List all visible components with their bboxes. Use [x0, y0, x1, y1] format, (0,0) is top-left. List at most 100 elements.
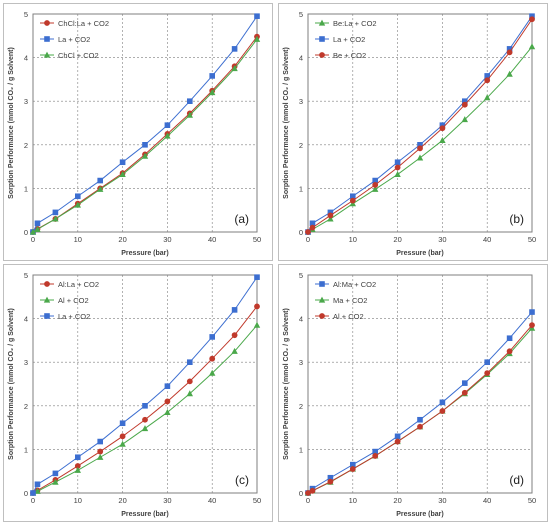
- x-tick-label: 10: [74, 496, 82, 505]
- data-point: [417, 416, 423, 423]
- x-tick-label: 50: [528, 235, 536, 244]
- data-point: [209, 369, 216, 376]
- data-point: [462, 380, 468, 386]
- data-point: [209, 73, 215, 79]
- data-point: [417, 145, 423, 152]
- panel-frame: [278, 3, 548, 261]
- legend-item-al-ma-co2: Al:Ma + CO2: [315, 280, 376, 289]
- legend-marker: [44, 20, 50, 26]
- plot-area-border: [307, 13, 533, 233]
- data-point: [327, 474, 334, 481]
- data-point: [209, 355, 216, 362]
- y-tick-label: 0: [299, 489, 303, 498]
- data-point: [119, 420, 126, 427]
- data-point: [528, 43, 536, 50]
- panel-label: (d): [509, 473, 524, 487]
- data-point: [350, 193, 356, 200]
- legend-marker: [44, 281, 50, 287]
- y-tick-label: 2: [299, 141, 303, 150]
- series-line: [32, 306, 258, 494]
- data-point: [254, 13, 260, 19]
- data-point: [461, 101, 468, 108]
- data-point: [254, 274, 260, 280]
- data-point: [309, 220, 316, 227]
- legend-label: ChCl:La + CO2: [58, 19, 109, 28]
- series-line: [307, 15, 533, 233]
- x-tick-label: 0: [306, 496, 310, 505]
- x-tick-label: 50: [253, 496, 261, 505]
- chart-svg: 0 10 20 30 40 50 0 1 2 3 4 5 Pressure (bar) Sorption …: [278, 3, 548, 261]
- data-point: [327, 215, 334, 222]
- y-tick-label: 1: [299, 184, 303, 193]
- data-point: [34, 481, 41, 488]
- data-point: [417, 142, 423, 148]
- data-point: [309, 224, 316, 231]
- data-point: [52, 215, 59, 222]
- x-tick-label: 0: [306, 235, 310, 244]
- x-tick-label: 40: [483, 235, 491, 244]
- legend-item-la-co2: La + CO2: [40, 35, 90, 44]
- legend-item-chcl-co2: ChCl + CO2: [40, 51, 99, 60]
- series-la-co2: [30, 274, 260, 496]
- data-point: [141, 425, 149, 432]
- chart-panel-b: 0 10 20 30 40 50 0 1 2 3 4 5 Pressure (bar) Sorption …: [278, 3, 548, 261]
- data-point: [119, 159, 126, 166]
- legend-label: Ma + CO2: [333, 296, 367, 305]
- x-axis-label: Pressure (bar): [121, 250, 168, 257]
- x-tick-label: 40: [208, 235, 216, 244]
- data-point: [372, 185, 379, 192]
- x-tick-label: 10: [74, 235, 82, 244]
- legend-item-al-co2: Al + CO2: [315, 312, 364, 321]
- data-point: [34, 225, 41, 232]
- legend-item-la-co2: La + CO2: [315, 35, 365, 44]
- data-point: [186, 378, 193, 385]
- data-point: [439, 125, 446, 132]
- y-tick-label: 1: [24, 184, 28, 193]
- legend-label: La + CO2: [333, 35, 365, 44]
- y-tick-label: 3: [24, 97, 28, 106]
- panel-label: (c): [235, 473, 249, 487]
- data-point: [74, 466, 81, 473]
- series-line: [307, 46, 533, 233]
- data-point: [439, 137, 446, 144]
- x-tick-label: 40: [208, 496, 216, 505]
- data-point: [141, 152, 149, 159]
- data-point: [439, 399, 446, 406]
- data-point: [349, 197, 356, 204]
- data-point: [506, 49, 513, 56]
- x-tick-label: 20: [118, 496, 126, 505]
- data-point: [187, 98, 193, 104]
- panel-frame: [278, 264, 548, 522]
- data-point: [461, 116, 468, 123]
- legend-marker: [318, 296, 326, 303]
- data-point: [417, 423, 423, 430]
- legend-marker: [318, 19, 326, 26]
- data-point: [372, 453, 379, 459]
- data-point: [231, 65, 238, 72]
- data-point: [462, 98, 468, 104]
- data-point: [97, 448, 104, 455]
- panel-frame: [3, 264, 273, 522]
- x-tick-label: 20: [393, 496, 401, 505]
- data-point: [142, 142, 148, 148]
- data-point: [253, 321, 261, 328]
- y-tick-label: 1: [299, 445, 303, 454]
- data-point: [34, 487, 41, 494]
- y-tick-label: 5: [299, 10, 303, 19]
- data-point: [231, 307, 238, 313]
- data-point: [529, 13, 535, 19]
- data-point: [484, 94, 491, 101]
- y-axis-label: Sorption Performance (mmol CO₂ / g Solve…: [283, 308, 290, 460]
- data-point: [529, 309, 535, 315]
- legend-item-chcl-la-co2: ChCl:La + CO2: [40, 19, 109, 28]
- data-point: [142, 403, 148, 409]
- panel-label: (a): [234, 212, 249, 226]
- data-point: [394, 164, 401, 171]
- data-point: [506, 70, 513, 77]
- x-tick-label: 50: [528, 496, 536, 505]
- y-axis-label: Sorption Performance (mmol CO₂ / g Solve…: [283, 47, 290, 199]
- legend-marker: [43, 51, 51, 58]
- series-line: [307, 324, 533, 494]
- data-point: [209, 334, 215, 340]
